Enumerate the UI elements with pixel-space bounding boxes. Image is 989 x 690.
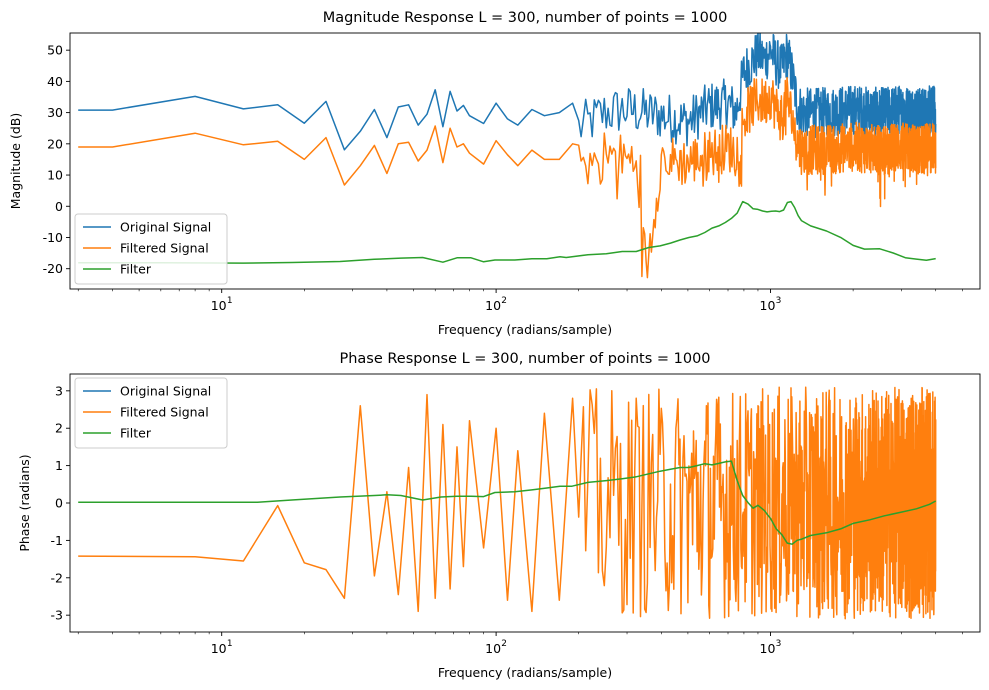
legend: Original Signal Filtered Signal Filter — [74, 213, 228, 285]
y-tick-label: -10 — [43, 230, 63, 245]
series-line-filter — [78, 460, 937, 545]
x-tick-label: 10 — [485, 641, 501, 656]
legend-box — [74, 377, 228, 449]
y-tick-label: 0 — [55, 496, 63, 511]
legend-label: Filtered Signal — [120, 241, 209, 256]
y-tick-label: -3 — [51, 608, 63, 623]
y-tick-label: 30 — [47, 105, 63, 120]
legend-box — [74, 213, 228, 285]
y-axis-label: Magnitude (dB) — [8, 113, 23, 209]
magnitude-panel: Magnitude Response L = 300, number of po… — [8, 10, 981, 337]
x-tick-exponent: 3 — [776, 296, 782, 306]
x-tick-label: 10 — [760, 298, 776, 313]
x-tick-label: 10 — [760, 641, 776, 656]
legend-label: Original Signal — [120, 384, 211, 399]
y-tick-label: 10 — [47, 168, 63, 183]
x-tick-exponent: 1 — [227, 296, 233, 306]
x-tick-label: 10 — [485, 298, 501, 313]
series-line-filter — [78, 200, 936, 264]
plot-area — [78, 386, 937, 620]
y-tick-label: 50 — [47, 43, 63, 58]
legend-label: Filter — [120, 426, 152, 441]
y-tick-label: -1 — [51, 533, 63, 548]
legend-label: Original Signal — [120, 220, 211, 235]
x-axis-label: Frequency (radians/sample) — [438, 322, 612, 337]
x-tick-exponent: 2 — [501, 639, 507, 649]
y-axis-label: Phase (radians) — [17, 454, 32, 551]
y-tick-label: 0 — [55, 199, 63, 214]
series-line-filtered-signal — [78, 386, 937, 620]
y-tick-label: 40 — [47, 74, 63, 89]
y-tick-label: 3 — [55, 383, 63, 398]
x-axis-label: Frequency (radians/sample) — [438, 665, 612, 680]
x-tick-exponent: 2 — [501, 296, 507, 306]
y-tick-label: 2 — [55, 421, 63, 436]
x-tick-exponent: 1 — [227, 639, 233, 649]
y-tick-label: -2 — [51, 570, 63, 585]
chart-title: Phase Response L = 300, number of points… — [339, 351, 710, 367]
y-tick-label: -20 — [43, 261, 63, 276]
y-tick-label: 20 — [47, 136, 63, 151]
x-tick-exponent: 3 — [776, 639, 782, 649]
plot-area — [78, 33, 937, 279]
x-tick-label: 10 — [211, 641, 227, 656]
series-line-filtered-signal — [78, 76, 937, 279]
phase-panel: Phase Response L = 300, number of points… — [17, 351, 981, 680]
legend-label: Filter — [120, 262, 152, 277]
y-tick-label: 1 — [55, 458, 63, 473]
axes-frame — [69, 32, 981, 290]
legend: Original Signal Filtered Signal Filter — [74, 377, 228, 449]
legend-label: Filtered Signal — [120, 405, 209, 420]
series-line-original-signal — [78, 33, 937, 151]
chart-title: Magnitude Response L = 300, number of po… — [323, 10, 728, 26]
x-tick-label: 10 — [211, 298, 227, 313]
